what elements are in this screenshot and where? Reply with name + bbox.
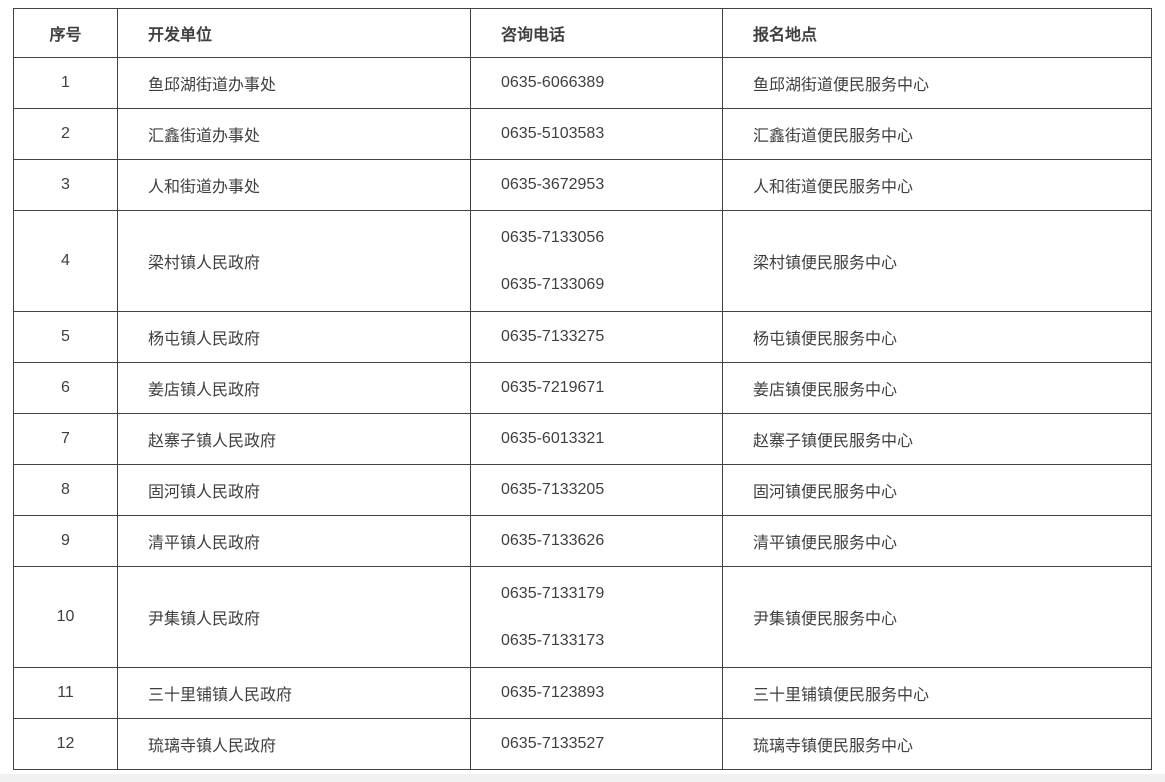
table-row: 7 赵寨子镇人民政府 0635-6013321 赵寨子镇便民服务中心 (13, 413, 1152, 465)
cell-unit: 鱼邱湖街道办事处 (117, 57, 471, 109)
table-row: 10 尹集镇人民政府 0635-7133179 0635-7133173 尹集镇便民服务… (13, 566, 1152, 668)
table-row: 4 梁村镇人民政府 0635-7133056 0635-7133069 梁村镇便民服务中… (13, 210, 1152, 312)
registration-table: 序号 开发单位 咨询电话 报名地点 1 鱼邱湖街道办事处 0635-6066389 鱼… (13, 8, 1152, 770)
cell-phones: 0635-7219671 (470, 362, 723, 414)
cell-location: 杨屯镇便民服务中心 (722, 311, 1152, 363)
cell-phones: 0635-7133275 (470, 311, 723, 363)
cell-phones: 0635-5103583 (470, 108, 723, 160)
cell-index: 12 (13, 718, 118, 770)
col-header-location: 报名地点 (722, 8, 1152, 58)
phone-number: 0635-3672953 (501, 176, 605, 193)
cell-location: 汇鑫街道便民服务中心 (722, 108, 1152, 160)
page-bottom-strip (0, 774, 1165, 782)
phone-number: 0635-5103583 (501, 125, 605, 142)
phone-number: 0635-7133527 (501, 735, 605, 752)
cell-unit: 固河镇人民政府 (117, 464, 471, 516)
cell-phones: 0635-7133205 (470, 464, 723, 516)
phone-number: 0635-6013321 (501, 430, 605, 447)
cell-index: 6 (13, 362, 118, 414)
table-row: 5 杨屯镇人民政府 0635-7133275 杨屯镇便民服务中心 (13, 311, 1152, 363)
cell-phones: 0635-7133626 (470, 515, 723, 567)
cell-unit: 人和街道办事处 (117, 159, 471, 211)
cell-phones: 0635-7133056 0635-7133069 (470, 210, 723, 312)
cell-location: 人和街道便民服务中心 (722, 159, 1152, 211)
phone-number: 0635-7123893 (501, 684, 605, 701)
cell-index: 11 (13, 667, 118, 719)
cell-location: 梁村镇便民服务中心 (722, 210, 1152, 312)
cell-index: 7 (13, 413, 118, 465)
cell-unit: 清平镇人民政府 (117, 515, 471, 567)
cell-index: 9 (13, 515, 118, 567)
table-row: 3 人和街道办事处 0635-3672953 人和街道便民服务中心 (13, 159, 1152, 211)
phone-number: 0635-7133179 (501, 584, 605, 602)
cell-unit: 琉璃寺镇人民政府 (117, 718, 471, 770)
cell-index: 1 (13, 57, 118, 109)
table-row: 12 琉璃寺镇人民政府 0635-7133527 琉璃寺镇便民服务中心 (13, 718, 1152, 770)
phone-number: 0635-7133056 (501, 228, 605, 246)
cell-phones: 0635-7133527 (470, 718, 723, 770)
table-row: 2 汇鑫街道办事处 0635-5103583 汇鑫街道便民服务中心 (13, 108, 1152, 160)
cell-phones: 0635-7133179 0635-7133173 (470, 566, 723, 668)
table-row: 1 鱼邱湖街道办事处 0635-6066389 鱼邱湖街道便民服务中心 (13, 57, 1152, 109)
cell-unit: 杨屯镇人民政府 (117, 311, 471, 363)
cell-unit: 赵寨子镇人民政府 (117, 413, 471, 465)
cell-unit: 梁村镇人民政府 (117, 210, 471, 312)
cell-location: 姜店镇便民服务中心 (722, 362, 1152, 414)
cell-unit: 三十里铺镇人民政府 (117, 667, 471, 719)
table-row: 11 三十里铺镇人民政府 0635-7123893 三十里铺镇便民服务中心 (13, 667, 1152, 719)
cell-phones: 0635-3672953 (470, 159, 723, 211)
cell-phones: 0635-6013321 (470, 413, 723, 465)
phone-number: 0635-7219671 (501, 379, 605, 396)
table-row: 8 固河镇人民政府 0635-7133205 固河镇便民服务中心 (13, 464, 1152, 516)
phone-number: 0635-6066389 (501, 74, 605, 91)
phone-number: 0635-7133275 (501, 328, 605, 345)
cell-unit: 姜店镇人民政府 (117, 362, 471, 414)
cell-unit: 汇鑫街道办事处 (117, 108, 471, 160)
cell-index: 5 (13, 311, 118, 363)
phone-number: 0635-7133626 (501, 532, 605, 549)
col-header-index: 序号 (13, 8, 118, 58)
cell-location: 尹集镇便民服务中心 (722, 566, 1152, 668)
cell-phones: 0635-7123893 (470, 667, 723, 719)
cell-phones: 0635-6066389 (470, 57, 723, 109)
cell-location: 赵寨子镇便民服务中心 (722, 413, 1152, 465)
cell-location: 固河镇便民服务中心 (722, 464, 1152, 516)
cell-index: 2 (13, 108, 118, 160)
cell-location: 三十里铺镇便民服务中心 (722, 667, 1152, 719)
cell-index: 4 (13, 210, 118, 312)
cell-index: 10 (13, 566, 118, 668)
phone-number: 0635-7133173 (501, 631, 605, 649)
phone-number: 0635-7133205 (501, 481, 605, 498)
col-header-unit: 开发单位 (117, 8, 471, 58)
cell-location: 琉璃寺镇便民服务中心 (722, 718, 1152, 770)
cell-location: 鱼邱湖街道便民服务中心 (722, 57, 1152, 109)
header-row: 序号 开发单位 咨询电话 报名地点 (13, 8, 1152, 58)
col-header-phone: 咨询电话 (470, 8, 723, 58)
table-row: 6 姜店镇人民政府 0635-7219671 姜店镇便民服务中心 (13, 362, 1152, 414)
cell-index: 8 (13, 464, 118, 516)
phone-number: 0635-7133069 (501, 275, 605, 293)
table-row: 9 清平镇人民政府 0635-7133626 清平镇便民服务中心 (13, 515, 1152, 567)
cell-location: 清平镇便民服务中心 (722, 515, 1152, 567)
cell-unit: 尹集镇人民政府 (117, 566, 471, 668)
cell-index: 3 (13, 159, 118, 211)
